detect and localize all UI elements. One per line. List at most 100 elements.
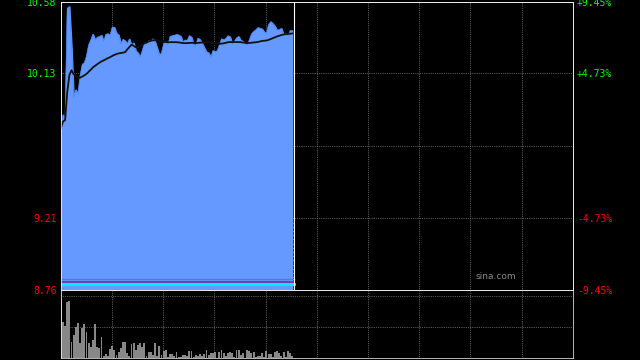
- Bar: [248, 351, 250, 358]
- Bar: [270, 355, 272, 358]
- Bar: [79, 343, 81, 358]
- Bar: [83, 324, 85, 358]
- Bar: [236, 350, 237, 358]
- Bar: [64, 326, 66, 358]
- Bar: [225, 356, 227, 358]
- Bar: [272, 357, 274, 358]
- Bar: [120, 348, 122, 358]
- Bar: [278, 353, 280, 358]
- Bar: [88, 343, 90, 358]
- Bar: [99, 348, 100, 358]
- Bar: [126, 353, 128, 358]
- Bar: [259, 356, 261, 358]
- Bar: [188, 351, 190, 358]
- Bar: [263, 357, 265, 358]
- Bar: [109, 348, 111, 358]
- Bar: [100, 337, 102, 358]
- Bar: [257, 356, 259, 358]
- Bar: [214, 352, 216, 358]
- Bar: [204, 354, 205, 358]
- Bar: [197, 356, 199, 358]
- Bar: [116, 355, 118, 358]
- Bar: [207, 355, 209, 358]
- Bar: [165, 350, 167, 358]
- Bar: [199, 355, 201, 358]
- Bar: [246, 350, 248, 358]
- Bar: [182, 355, 184, 358]
- Bar: [70, 342, 72, 358]
- Bar: [227, 352, 229, 358]
- Bar: [161, 355, 163, 358]
- Bar: [172, 354, 173, 358]
- Bar: [261, 353, 263, 358]
- Bar: [154, 343, 156, 358]
- Bar: [77, 323, 79, 358]
- Bar: [276, 351, 278, 358]
- Bar: [68, 301, 70, 358]
- Bar: [124, 342, 126, 358]
- Bar: [180, 357, 182, 358]
- Bar: [145, 356, 147, 358]
- Bar: [67, 302, 68, 358]
- Bar: [92, 340, 94, 358]
- Bar: [223, 353, 225, 358]
- Bar: [62, 322, 64, 358]
- Bar: [169, 354, 171, 358]
- Bar: [229, 352, 231, 358]
- Bar: [152, 355, 154, 358]
- Bar: [150, 352, 152, 358]
- Bar: [102, 356, 104, 358]
- Bar: [118, 352, 120, 358]
- Bar: [131, 344, 132, 358]
- Bar: [148, 352, 150, 358]
- Bar: [205, 351, 207, 358]
- Bar: [139, 343, 141, 358]
- Bar: [210, 353, 212, 358]
- Bar: [250, 353, 252, 358]
- Bar: [212, 353, 214, 358]
- Bar: [195, 355, 196, 358]
- Bar: [173, 356, 175, 358]
- Bar: [75, 327, 77, 358]
- Bar: [242, 353, 244, 358]
- Bar: [184, 355, 186, 358]
- Bar: [240, 355, 242, 358]
- Bar: [122, 342, 124, 358]
- Bar: [113, 350, 115, 358]
- Bar: [231, 353, 233, 358]
- Bar: [218, 352, 220, 358]
- Bar: [175, 352, 177, 358]
- Bar: [191, 351, 193, 358]
- Bar: [283, 352, 285, 358]
- Bar: [291, 356, 293, 358]
- Bar: [266, 351, 268, 358]
- Bar: [158, 346, 160, 358]
- Bar: [287, 351, 289, 358]
- Bar: [201, 356, 203, 358]
- Bar: [137, 345, 139, 358]
- Bar: [86, 332, 88, 358]
- Bar: [156, 356, 158, 358]
- Bar: [132, 343, 134, 358]
- Bar: [94, 324, 96, 358]
- Bar: [73, 335, 75, 358]
- Bar: [60, 299, 62, 358]
- Bar: [237, 350, 239, 358]
- Bar: [143, 343, 145, 358]
- Bar: [193, 357, 195, 358]
- Bar: [107, 356, 109, 358]
- Bar: [280, 356, 282, 358]
- Bar: [96, 347, 98, 358]
- Bar: [268, 354, 269, 358]
- Bar: [105, 354, 107, 358]
- Bar: [129, 356, 131, 358]
- Bar: [135, 350, 137, 358]
- Bar: [90, 347, 92, 358]
- Bar: [253, 352, 255, 358]
- Bar: [141, 347, 143, 358]
- Bar: [234, 357, 236, 358]
- Bar: [178, 357, 180, 358]
- Bar: [274, 352, 276, 358]
- Bar: [289, 354, 291, 358]
- Bar: [186, 356, 188, 358]
